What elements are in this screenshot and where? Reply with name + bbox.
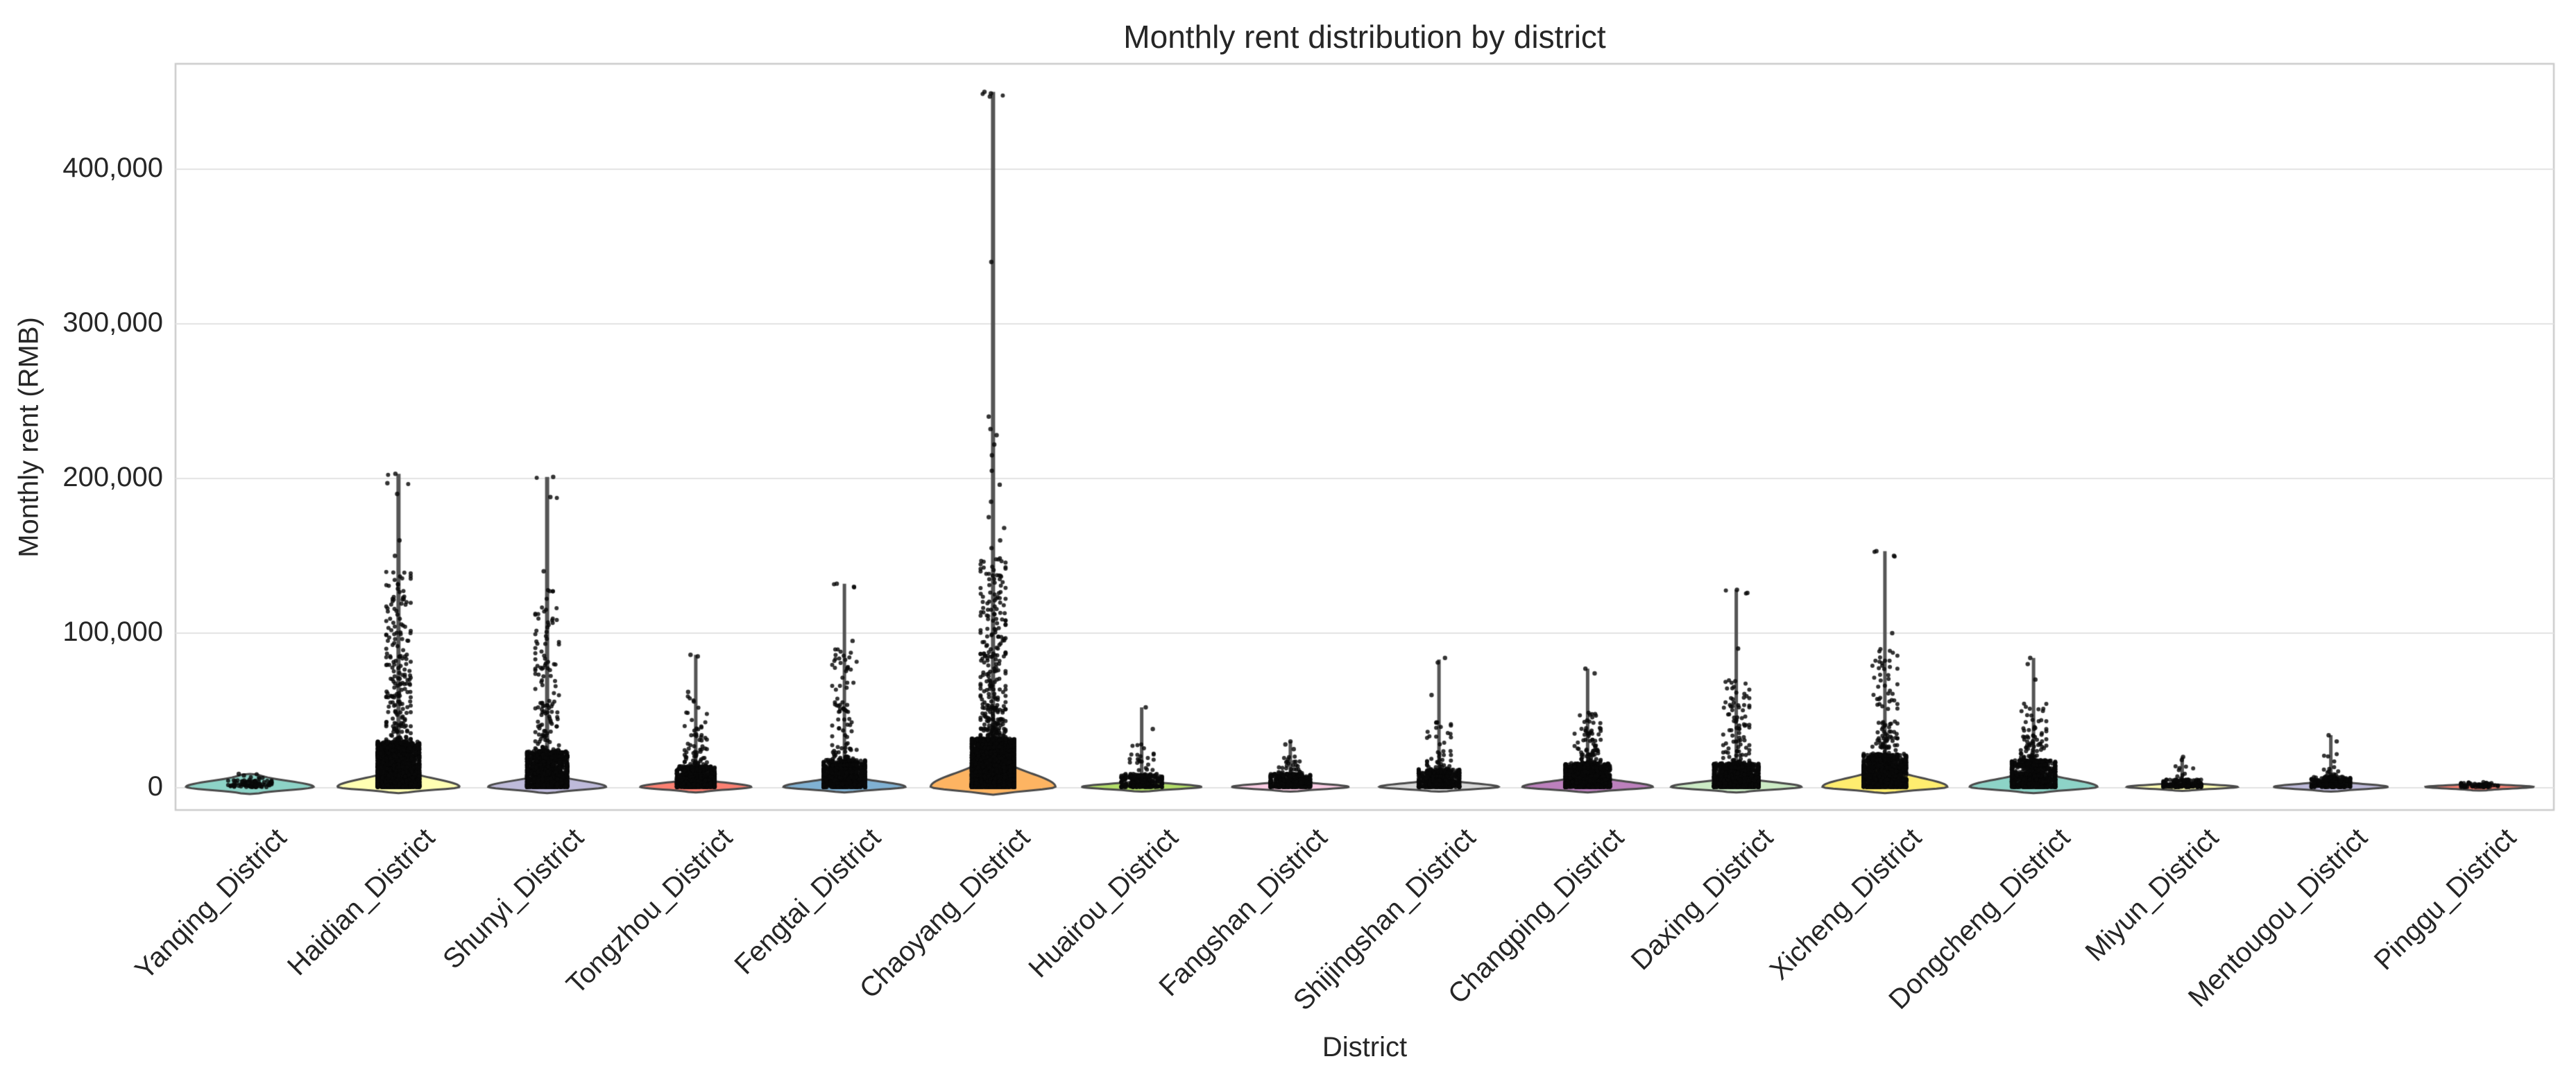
x-axis-label: District bbox=[1322, 1032, 1408, 1062]
y-tick-label: 300,000 bbox=[62, 307, 163, 338]
y-tick-label: 0 bbox=[147, 771, 163, 802]
y-axis-label: Monthly rent (RMB) bbox=[13, 317, 44, 558]
y-tick-label: 200,000 bbox=[62, 462, 163, 492]
y-tick-label: 400,000 bbox=[62, 153, 163, 183]
chart-title: Monthly rent distribution by district bbox=[1123, 19, 1606, 55]
y-tick-label: 100,000 bbox=[62, 617, 163, 647]
